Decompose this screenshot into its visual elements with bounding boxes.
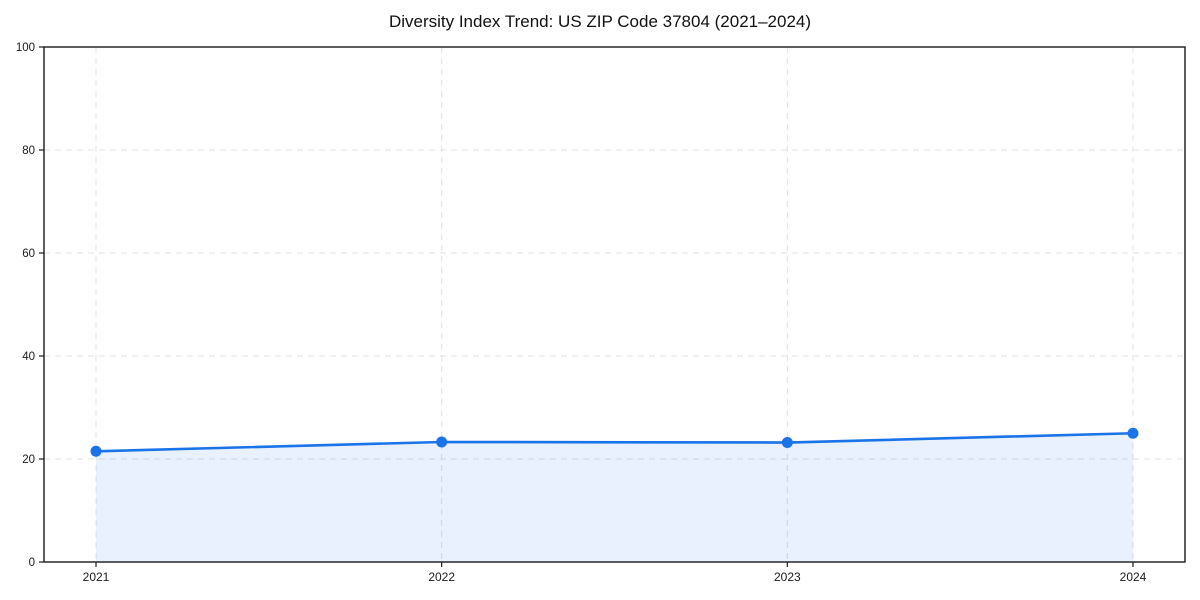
x-tick-label: 2024 [1120,570,1147,584]
data-line [94,431,1135,453]
data-point [1127,427,1139,439]
axes-spines [43,46,1186,563]
y-tick-label: 0 [29,557,35,569]
y-tick-label: 80 [22,145,35,157]
x-tick-label: 2023 [774,570,801,584]
data-point [781,437,793,449]
chart-title: Diversity Index Trend: US ZIP Code 37804… [388,12,812,31]
x-tick-label: 2021 [83,570,110,584]
data-point [436,436,448,448]
y-tick-label: 60 [22,248,35,260]
y-tick-label: 20 [22,454,35,466]
y-tick-label: 40 [22,351,35,363]
area-fill [96,433,1133,562]
x-tick-label: 2022 [428,570,455,584]
y-tick-label: 100 [16,42,35,54]
data-point [90,445,102,457]
